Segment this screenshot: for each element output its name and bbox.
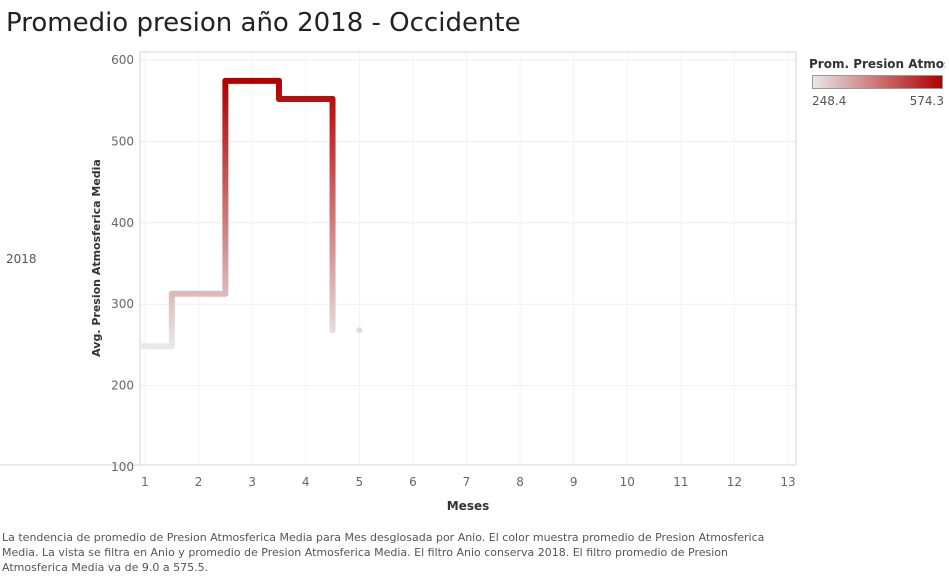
grid-lines: [140, 52, 796, 465]
legend-color-ramp: [812, 75, 943, 89]
x-tick-label: 2: [195, 475, 203, 489]
y-tick-label: 500: [111, 134, 134, 148]
series-line: [140, 77, 363, 350]
x-tick-label: 7: [463, 475, 471, 489]
year-row-label: 2018: [6, 252, 37, 266]
x-tick-label: 13: [780, 475, 795, 489]
x-tick-label: 5: [356, 475, 364, 489]
y-tick-label: 300: [111, 297, 134, 311]
chart-title: Promedio presion año 2018 - Occidente: [6, 8, 521, 38]
x-tick-label: 6: [409, 475, 417, 489]
step-end-point: [356, 327, 363, 334]
chart-caption: La tendencia de promedio de Presion Atmo…: [2, 531, 765, 574]
plot-area: [140, 52, 796, 465]
y-tick-label: 100: [111, 460, 134, 474]
x-tick-labels: 1 2 3 4 5 6 7 8 9 10 11 12 13: [141, 475, 795, 489]
x-tick-label: 9: [570, 475, 578, 489]
x-tick-label: 10: [620, 475, 635, 489]
y-tick-label: 400: [111, 216, 134, 230]
x-tick-label: 4: [302, 475, 310, 489]
legend-max-label: 574.3: [909, 94, 944, 108]
legend-min-label: 248.4: [812, 94, 847, 108]
x-tick-label: 3: [248, 475, 256, 489]
x-tick-label: 1: [141, 475, 149, 489]
y-axis-title: Avg. Presion Atmosferica Media: [90, 159, 103, 357]
x-axis-title: Meses: [447, 499, 490, 513]
x-tick-label: 8: [516, 475, 524, 489]
x-tick-label: 11: [673, 475, 688, 489]
x-tick-label: 12: [727, 475, 742, 489]
y-tick-labels: 100 200 300 400 500 600: [111, 53, 134, 474]
y-tick-label: 600: [111, 53, 134, 67]
legend-title: Prom. Presion Atmosfe..: [809, 57, 945, 71]
y-tick-label: 200: [111, 379, 134, 393]
